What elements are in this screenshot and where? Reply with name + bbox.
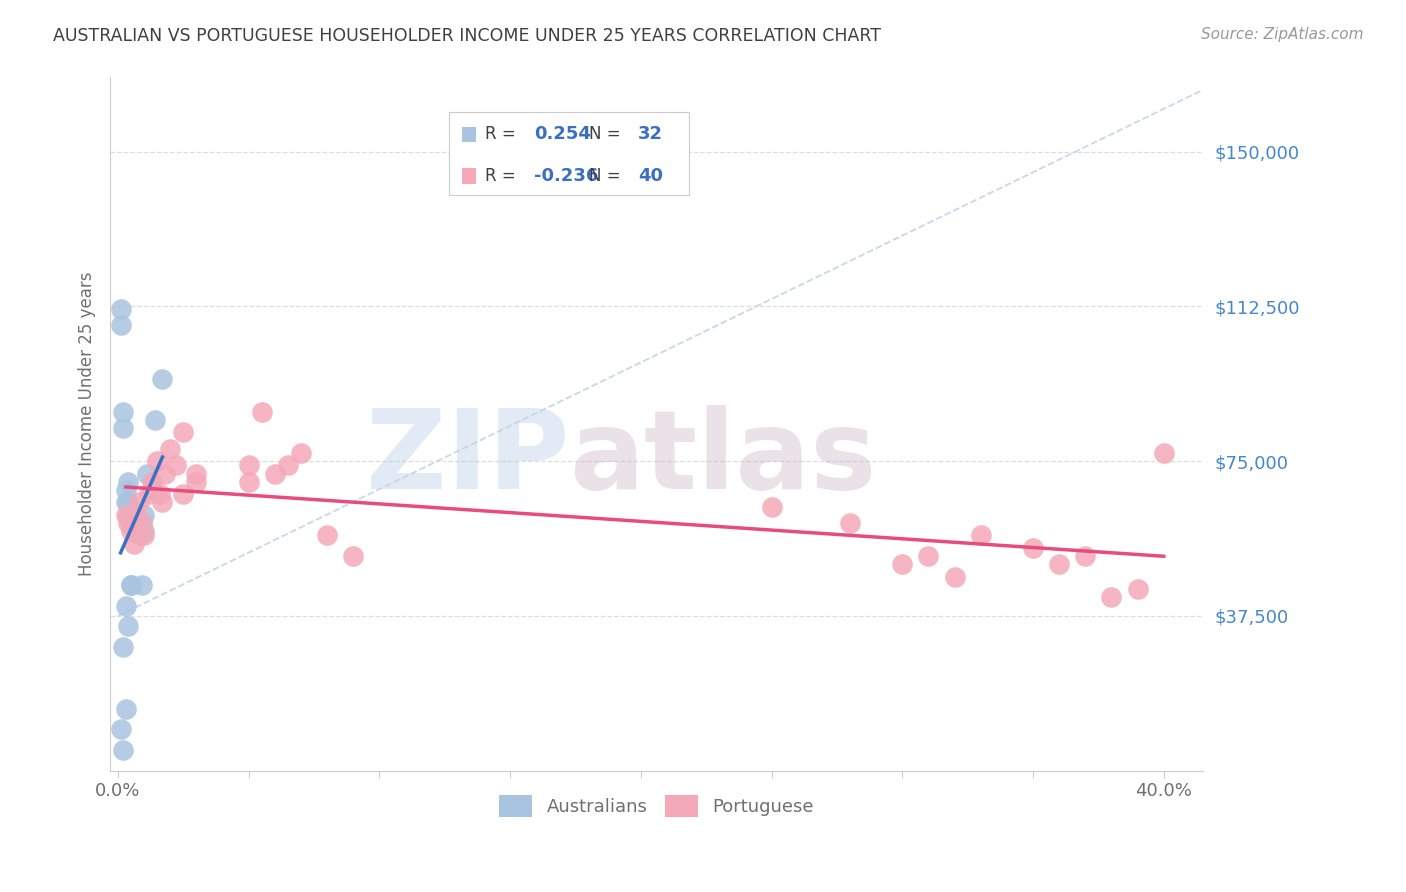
Text: 40: 40 bbox=[638, 167, 664, 185]
Y-axis label: Householder Income Under 25 years: Householder Income Under 25 years bbox=[79, 272, 96, 576]
Text: N =: N = bbox=[589, 167, 626, 185]
Australians bbox=[112, 405, 135, 419]
Portuguese bbox=[146, 454, 169, 468]
Australians bbox=[117, 619, 139, 633]
Portuguese bbox=[290, 446, 312, 460]
Australians bbox=[131, 578, 153, 592]
Australians bbox=[122, 504, 145, 518]
Text: R =: R = bbox=[485, 167, 522, 185]
Australians bbox=[115, 483, 138, 497]
Australians bbox=[128, 528, 150, 542]
Australians bbox=[120, 504, 142, 518]
Portuguese bbox=[138, 487, 160, 501]
Portuguese bbox=[1101, 591, 1123, 605]
Australians bbox=[120, 578, 142, 592]
Portuguese bbox=[1153, 446, 1175, 460]
Portuguese bbox=[159, 442, 181, 456]
Portuguese bbox=[149, 487, 172, 501]
FancyBboxPatch shape bbox=[449, 112, 689, 195]
Australians bbox=[112, 640, 135, 654]
Australians bbox=[110, 301, 132, 316]
Australians bbox=[134, 524, 156, 539]
Portuguese bbox=[238, 475, 260, 489]
Text: atlas: atlas bbox=[569, 405, 876, 512]
Australians bbox=[120, 578, 142, 592]
Portuguese bbox=[153, 467, 176, 481]
Portuguese bbox=[761, 500, 783, 514]
Australians bbox=[125, 524, 148, 539]
Portuguese bbox=[186, 467, 208, 481]
Text: -0.236: -0.236 bbox=[534, 167, 599, 185]
Portuguese bbox=[134, 528, 156, 542]
Portuguese bbox=[122, 537, 145, 551]
Portuguese bbox=[125, 508, 148, 522]
Portuguese bbox=[277, 458, 299, 473]
Portuguese bbox=[342, 549, 364, 563]
Portuguese bbox=[316, 528, 339, 542]
Australians bbox=[110, 723, 132, 737]
Australians bbox=[134, 508, 156, 522]
Portuguese bbox=[238, 458, 260, 473]
Australians bbox=[112, 743, 135, 757]
Portuguese bbox=[172, 425, 194, 440]
Portuguese bbox=[250, 405, 273, 419]
FancyBboxPatch shape bbox=[463, 127, 477, 142]
Portuguese bbox=[117, 516, 139, 530]
Portuguese bbox=[943, 570, 966, 584]
Portuguese bbox=[1022, 541, 1045, 555]
Australians bbox=[115, 495, 138, 509]
Australians bbox=[115, 599, 138, 613]
Portuguese bbox=[128, 495, 150, 509]
Australians bbox=[110, 318, 132, 332]
Australians bbox=[112, 421, 135, 435]
Australians bbox=[143, 413, 166, 427]
Portuguese bbox=[263, 467, 285, 481]
Text: 32: 32 bbox=[638, 125, 664, 144]
Portuguese bbox=[970, 528, 993, 542]
Portuguese bbox=[891, 558, 914, 572]
Australians bbox=[117, 495, 139, 509]
FancyBboxPatch shape bbox=[463, 169, 477, 184]
Portuguese bbox=[152, 495, 174, 509]
Portuguese bbox=[172, 487, 194, 501]
Australians bbox=[141, 483, 163, 497]
Australians bbox=[115, 702, 138, 716]
Portuguese bbox=[120, 524, 142, 539]
Australians bbox=[117, 475, 139, 489]
Text: AUSTRALIAN VS PORTUGUESE HOUSEHOLDER INCOME UNDER 25 YEARS CORRELATION CHART: AUSTRALIAN VS PORTUGUESE HOUSEHOLDER INC… bbox=[53, 27, 882, 45]
Australians bbox=[122, 516, 145, 530]
Portuguese bbox=[186, 475, 208, 489]
Legend: Australians, Portuguese: Australians, Portuguese bbox=[492, 788, 821, 824]
Portuguese bbox=[131, 516, 153, 530]
Portuguese bbox=[165, 458, 187, 473]
Text: R =: R = bbox=[485, 125, 522, 144]
Portuguese bbox=[1126, 582, 1149, 596]
Australians bbox=[125, 508, 148, 522]
Australians bbox=[152, 372, 174, 386]
Text: N =: N = bbox=[589, 125, 626, 144]
Portuguese bbox=[115, 508, 138, 522]
Portuguese bbox=[1047, 558, 1070, 572]
Portuguese bbox=[1074, 549, 1097, 563]
Portuguese bbox=[141, 475, 163, 489]
Australians bbox=[117, 508, 139, 522]
Text: 0.254: 0.254 bbox=[534, 125, 592, 144]
Australians bbox=[135, 467, 157, 481]
Australians bbox=[120, 516, 142, 530]
Portuguese bbox=[839, 516, 862, 530]
Text: ZIP: ZIP bbox=[366, 405, 569, 512]
Australians bbox=[131, 516, 153, 530]
Text: Source: ZipAtlas.com: Source: ZipAtlas.com bbox=[1201, 27, 1364, 42]
Portuguese bbox=[917, 549, 939, 563]
